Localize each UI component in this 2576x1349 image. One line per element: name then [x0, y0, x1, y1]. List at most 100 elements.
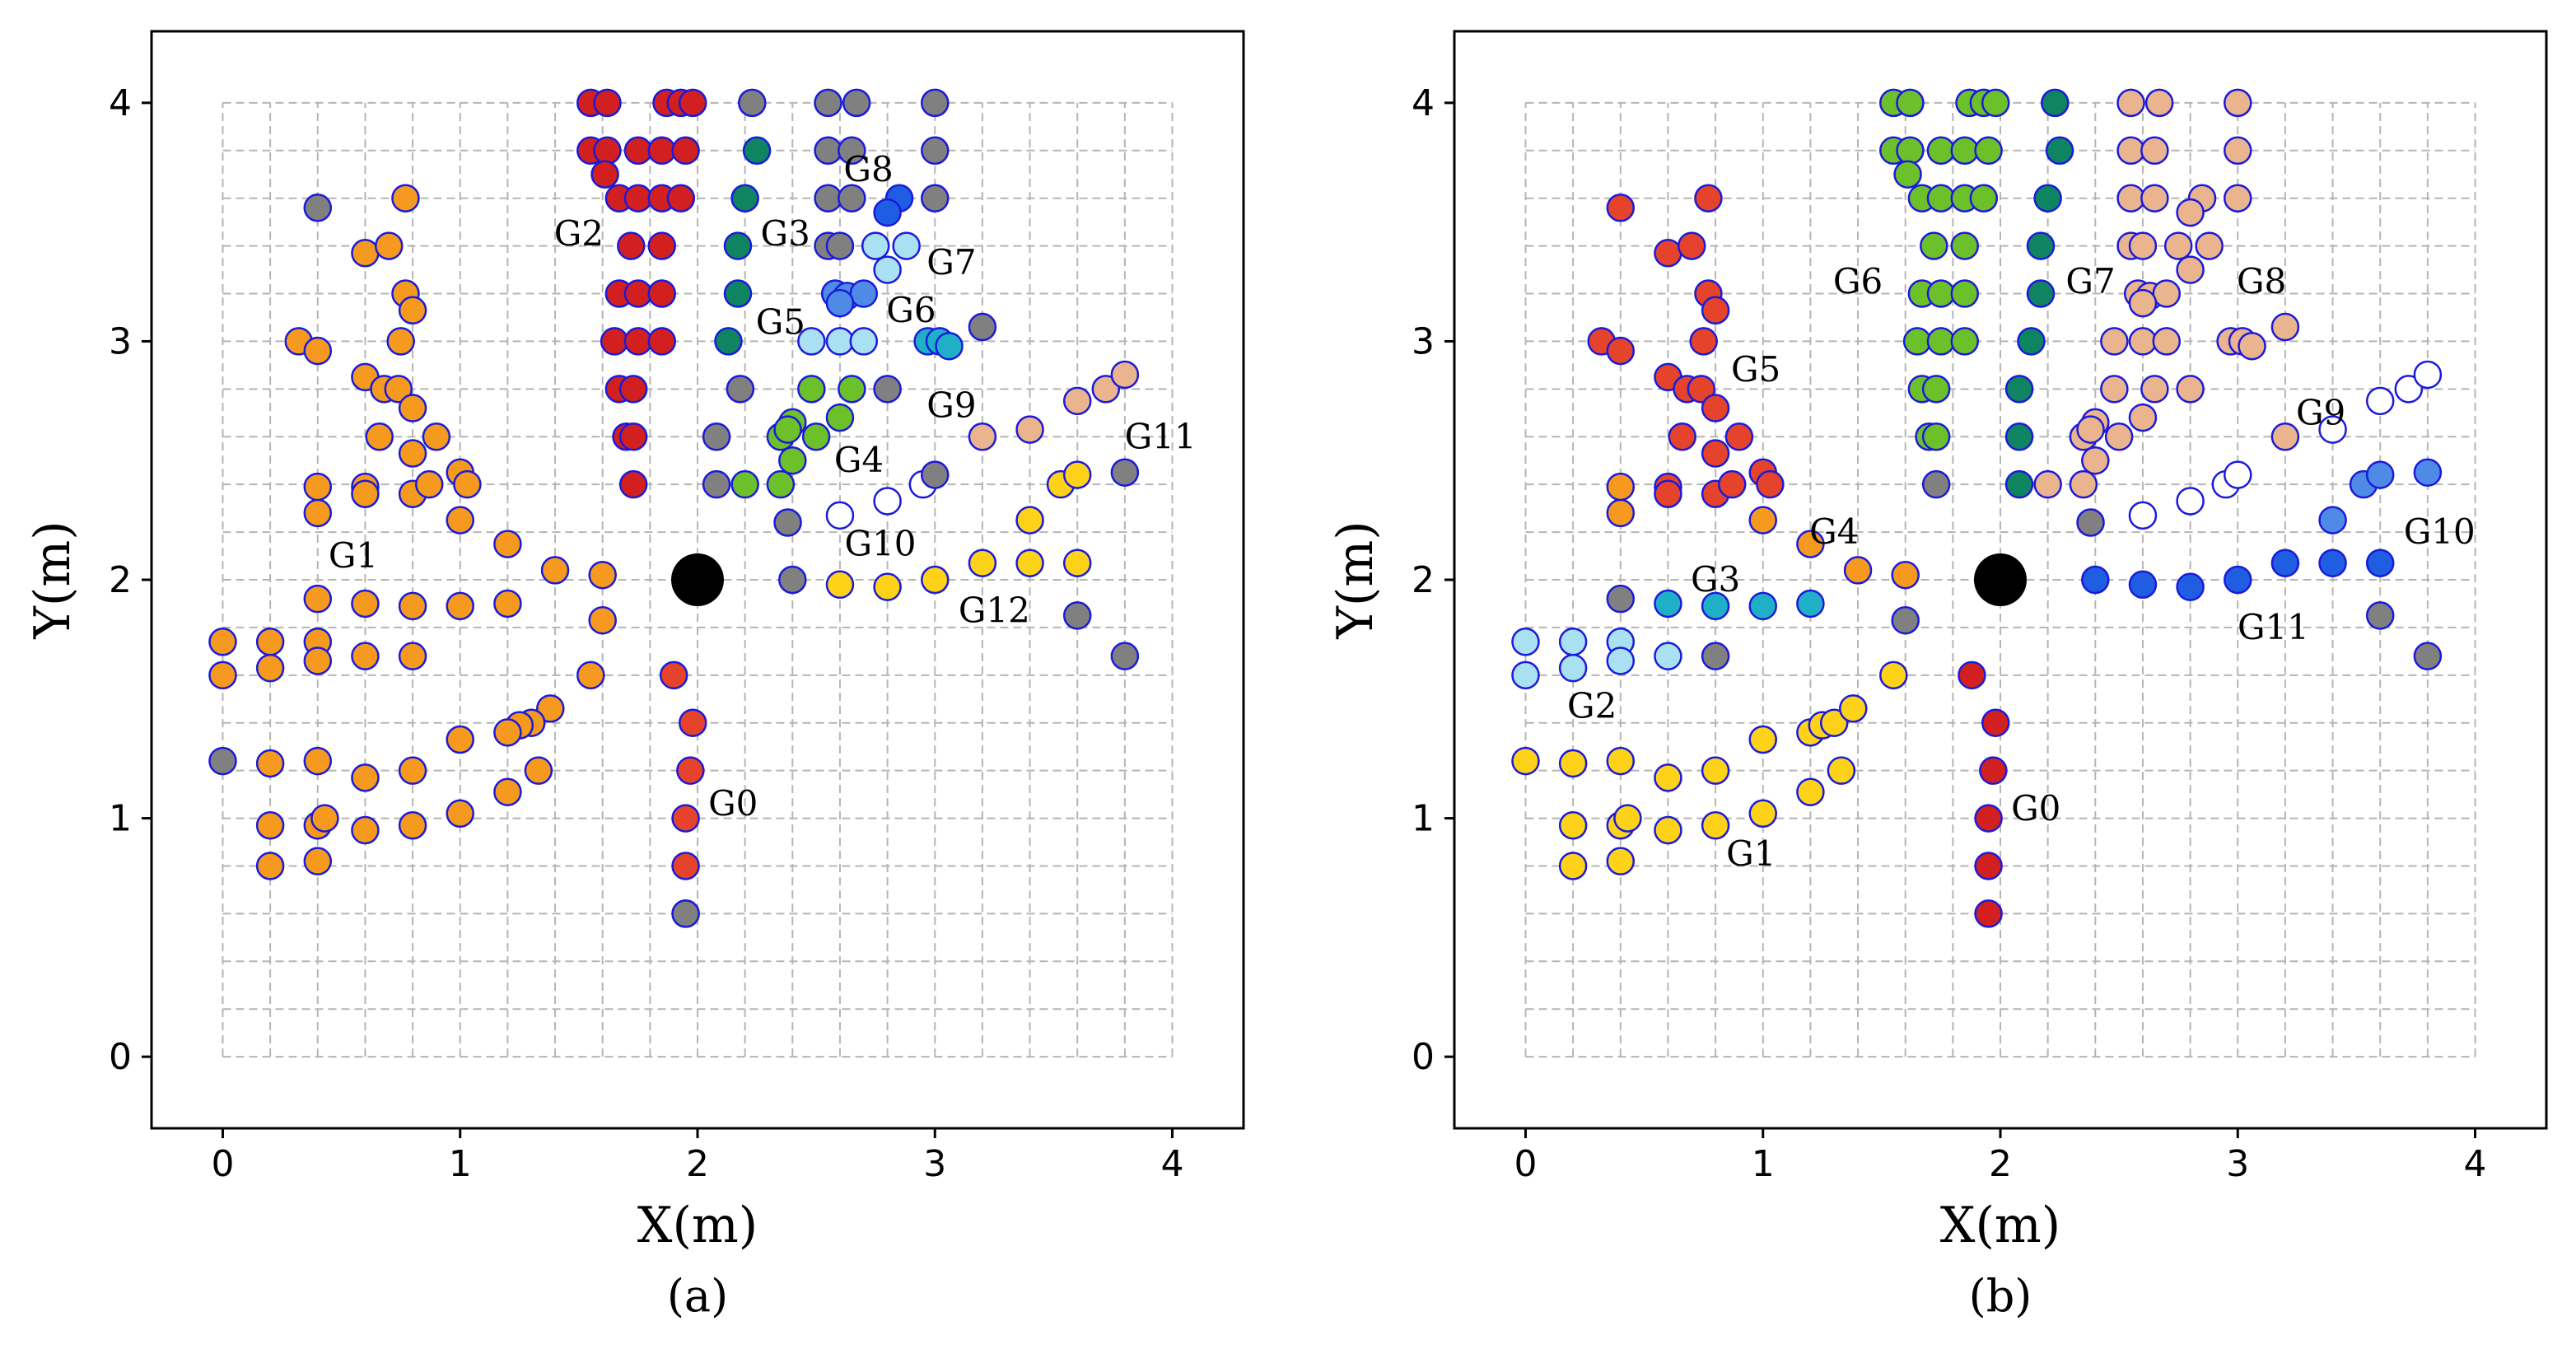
series-g7	[2004, 88, 2074, 499]
data-point-g1	[422, 422, 451, 451]
series-g1	[1511, 660, 1908, 880]
data-point-g9	[2176, 487, 2205, 516]
data-point-g3	[1701, 591, 1730, 621]
data-point-g6	[849, 279, 879, 308]
data-point-g2	[647, 231, 677, 260]
data-point-g5	[1718, 469, 1747, 499]
data-point-g1	[398, 296, 427, 325]
data-point-unassigned	[671, 899, 700, 928]
data-point-g5	[1724, 422, 1754, 451]
x-tick-label: 0	[1514, 1143, 1537, 1185]
data-point-g5	[1701, 394, 1730, 422]
data-point-g1	[1748, 799, 1777, 829]
data-point-unassigned	[1110, 642, 1140, 670]
data-point-g8	[2100, 375, 2129, 404]
data-point-g1	[303, 847, 333, 875]
data-point-g1	[398, 394, 427, 422]
center-point	[1974, 553, 2027, 606]
data-point-g1	[351, 589, 380, 618]
data-point-g4	[1606, 498, 1636, 528]
panel-caption: (b)	[1969, 1270, 2032, 1322]
data-point-unassigned	[825, 231, 855, 260]
data-point-g1	[1827, 756, 1856, 785]
data-point-g1	[303, 336, 333, 366]
data-point-g9	[935, 331, 964, 361]
group-label: G1	[329, 535, 378, 576]
data-point-g12	[1062, 460, 1092, 489]
group-label: G9	[2296, 392, 2345, 432]
data-point-unassigned	[838, 136, 866, 166]
x-tick-label: 2	[686, 1143, 709, 1185]
data-point-g1	[255, 811, 285, 840]
data-point-g1	[446, 506, 474, 534]
x-tick-label: 1	[449, 1143, 472, 1185]
series-g5	[1587, 184, 1785, 509]
data-point-g0	[676, 756, 705, 785]
data-point-g11	[2128, 570, 2158, 600]
data-point-unassigned	[1891, 605, 1920, 635]
data-point-g1	[398, 811, 427, 840]
data-point-g6	[1893, 160, 1922, 189]
data-point-g0	[671, 852, 700, 880]
data-point-g6	[1902, 327, 1932, 356]
data-point-g1	[351, 642, 380, 670]
y-tick-label: 3	[109, 320, 132, 362]
data-point-g8	[2140, 136, 2169, 166]
data-point-g1	[1606, 746, 1636, 776]
data-point-g1	[365, 422, 394, 451]
data-point-g11	[2224, 565, 2252, 595]
data-point-g7	[2004, 469, 2034, 499]
data-point-g6	[1950, 327, 1980, 356]
data-point-g1	[1654, 815, 1682, 845]
series-g9	[2128, 360, 2443, 530]
data-point-g6	[1950, 136, 1980, 166]
data-point-g6	[1920, 231, 1948, 260]
y-tick-label: 3	[1412, 320, 1435, 362]
data-point-g9	[2128, 501, 2158, 530]
data-point-g7	[2033, 184, 2062, 212]
data-point-g6	[1921, 422, 1951, 451]
data-point-g6	[1926, 279, 1956, 308]
data-point-g1	[351, 479, 380, 509]
data-point-g5	[1678, 231, 1706, 260]
data-point-g1	[524, 756, 553, 785]
data-point-g2	[647, 136, 677, 166]
data-point-g8	[2238, 331, 2266, 361]
data-point-g4	[801, 422, 831, 451]
data-point-g9	[2224, 460, 2252, 489]
group-label: G7	[926, 242, 976, 282]
data-point-g1	[303, 646, 333, 675]
data-point-unassigned	[921, 460, 950, 489]
series-g8	[2033, 88, 2300, 499]
x-tick-label: 2	[1989, 1143, 2012, 1185]
data-point-g6	[1926, 136, 1956, 166]
data-point-g7	[2026, 279, 2056, 308]
data-point-g5	[797, 327, 826, 356]
data-point-g1	[540, 556, 570, 585]
data-point-g8	[2033, 469, 2062, 499]
data-point-g1	[255, 653, 285, 683]
group-label: G2	[1567, 685, 1617, 726]
panel-a: 0 1 2 3 4 0 1 2 3 4 X(m) Y(m) (a) G0 G1 G2 G3 G4 G5 G6 G7 G8 G…	[24, 30, 1245, 1322]
center-point	[671, 553, 724, 606]
data-point-g1	[351, 763, 380, 792]
data-point-g11	[2270, 548, 2300, 577]
data-point-g1	[303, 498, 333, 528]
data-point-g1	[303, 746, 333, 776]
data-point-g8	[2081, 446, 2110, 475]
data-point-g1	[255, 628, 285, 656]
data-point-g8	[2176, 375, 2205, 404]
data-point-g2	[618, 375, 648, 404]
data-point-g8	[2128, 231, 2158, 260]
data-point-g1	[386, 327, 415, 356]
data-point-g2	[1606, 646, 1636, 675]
data-point-g8	[2195, 231, 2224, 260]
data-point-g1	[588, 560, 617, 590]
data-point-unassigned	[814, 184, 842, 212]
data-point-g0	[1958, 660, 1986, 690]
x-tick-label: 4	[1161, 1143, 1184, 1185]
data-point-g6	[1974, 136, 2003, 166]
data-point-g7	[2045, 136, 2074, 166]
data-point-g11	[2365, 548, 2395, 577]
data-point-g8	[2176, 198, 2205, 227]
